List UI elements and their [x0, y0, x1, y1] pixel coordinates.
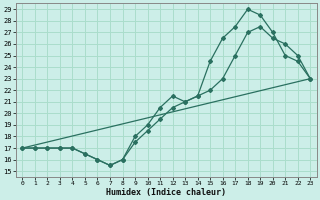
X-axis label: Humidex (Indice chaleur): Humidex (Indice chaleur)	[106, 188, 226, 197]
